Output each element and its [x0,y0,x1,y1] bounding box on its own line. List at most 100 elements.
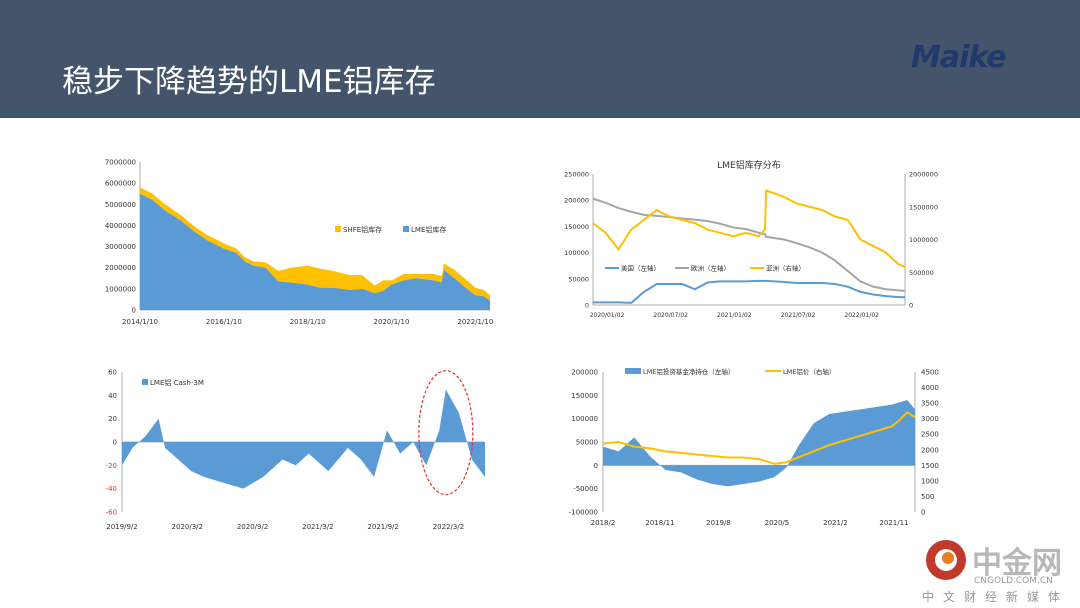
y-tick-label-left: 50000 [568,275,589,283]
legend-swatch [142,379,148,385]
series-area-shfe [140,187,490,301]
x-tick-label: 2020/01/02 [590,312,625,319]
y-tick-label: 7000000 [105,159,136,167]
x-tick-label: 2020/1/10 [374,318,410,326]
series-line-asia [592,188,906,268]
x-tick-label: 2021/01/02 [717,312,752,319]
x-tick-label: 2020/3/2 [172,523,203,531]
series-line-europe [592,197,906,292]
watermark-subtitle: 中文财经新媒体 [922,590,1070,604]
cngold-logo-icon [926,540,966,580]
y-tick-label: 6000000 [105,180,136,188]
x-tick-label: 2022/01/02 [844,312,879,319]
legend-label-price: LME铝价（右轴） [783,367,835,376]
y-tick-label: 60 [108,369,117,377]
legend-label: 亚洲（右轴） [766,264,805,273]
x-tick-label: 2018/2 [591,519,616,527]
x-tick-label: 2018/1/10 [290,318,326,326]
legend-label-shfe: SHFE铝库存 [343,225,382,234]
legend-label-fund: LME铝投资基金净持仓（左轴） [643,367,734,376]
x-tick-label: 2019/8 [706,519,731,527]
y-tick-label-right: 1500000 [909,203,938,211]
y-tick-label-left: 250000 [564,171,589,179]
y-tick-label-left: 200000 [564,197,589,205]
watermark-url: CNGOLD.COM.CN [974,576,1053,586]
x-tick-label: 2020/5 [765,519,790,527]
legend-label: 欧洲（左轴） [691,264,730,273]
y-tick-label-right: 2000000 [909,171,938,179]
y-tick-label-left: 150000 [564,223,589,231]
x-tick-label: 2021/11 [879,519,908,527]
x-tick-label: 2021/07/02 [781,312,816,319]
legend-label: LME铝 Cash-3M [150,378,204,387]
logo-text: Maike [911,40,1007,75]
y-tick-label-right: 3000 [921,415,939,423]
y-tick-label: -20 [106,462,117,470]
cngold-watermark: 中金网 CNGOLD.COM.CN 中文财经新媒体 [922,536,1072,604]
y-tick-label-left: 150000 [571,392,598,400]
legend-swatch-shfe [335,226,341,232]
x-tick-label: 2022/1/10 [457,318,493,326]
y-tick-label-left: -50000 [573,485,598,493]
watermark-name: 中金网 [972,546,1062,581]
y-tick-label-left: 0 [585,302,589,310]
y-tick-label-right: 1000 [921,477,939,485]
series-area-fund-position [603,400,915,487]
x-tick-label: 2021/9/2 [367,523,398,531]
x-tick-label: 2022/3/2 [433,523,464,531]
chart-inventory-distribution: LME铝库存分布 0 50000 100000 150000 200000 250000 0 5… [564,159,938,319]
y-tick-label-left: 100000 [571,415,598,423]
chart-cash-3m-spread: -60 -40 -20 0 20 40 60 2019/9/2 2020/3/2 2020/9/2… [106,369,485,531]
y-tick-label-left: 100000 [564,249,589,257]
y-tick-label: 1000000 [105,285,136,293]
y-tick-label-right: 4500 [921,369,939,377]
y-tick-label: -60 [106,509,117,517]
x-tick-label: 2018/11 [645,519,674,527]
x-tick-label: 2014/1/10 [122,318,158,326]
y-tick-label: 20 [108,415,117,423]
series-line-aluminum-price [602,411,916,465]
header-bar [0,0,1080,118]
x-tick-label: 2016/1/10 [206,318,242,326]
y-tick-label-right: 2500 [921,431,939,439]
y-tick-label: 4000000 [105,222,136,230]
y-tick-label-right: 1500 [921,462,939,470]
y-tick-label-right: 0 [909,302,913,310]
y-tick-label-left: 200000 [571,369,598,377]
y-tick-label: 2000000 [105,264,136,272]
x-tick-label: 2019/9/2 [106,523,137,531]
y-tick-label-right: 0 [921,509,925,517]
y-tick-label-right: 2000 [921,446,939,454]
y-tick-label-left: 50000 [576,439,598,447]
series-line-us [593,279,905,304]
legend-label-lme: LME铝库存 [411,225,446,234]
y-tick-label-right: 3500 [921,400,939,408]
legend-swatch-fund [625,368,641,374]
series-area-lme [140,193,490,310]
y-tick-label: 3000000 [105,243,136,251]
x-tick-label: 2021/2 [823,519,848,527]
y-tick-label: -40 [106,485,117,493]
highlight-ellipse [418,370,474,496]
legend-swatch-lme [403,226,409,232]
page-title: 稳步下降趋势的LME铝库存 [62,64,436,100]
y-tick-label: 40 [108,392,117,400]
y-tick-label: 0 [132,307,136,315]
x-tick-label: 2021/3/2 [302,523,333,531]
y-tick-label-right: 1000000 [909,236,938,244]
chart-total-inventory: 0 1000000 2000000 3000000 4000000 5000000 6000… [105,159,493,327]
y-tick-label-right: 500 [921,493,934,501]
chart-fund-position-price: -100000 -50000 0 50000 100000 150000 200000 0 50… [569,367,939,527]
series-area-cash-3m [122,389,485,489]
maike-logo: Maike [905,38,1035,78]
x-tick-label: 2020/07/02 [653,312,688,319]
y-tick-label-right: 500000 [909,269,934,277]
y-tick-label: 0 [113,439,117,447]
chart-title: LME铝库存分布 [717,159,780,171]
y-tick-label-left: -100000 [569,509,598,517]
y-tick-label: 5000000 [105,201,136,209]
legend-label: 美国（左轴） [621,264,660,273]
y-tick-label-right: 4000 [921,384,939,392]
x-tick-label: 2020/9/2 [237,523,268,531]
y-tick-label-left: 0 [594,462,598,470]
